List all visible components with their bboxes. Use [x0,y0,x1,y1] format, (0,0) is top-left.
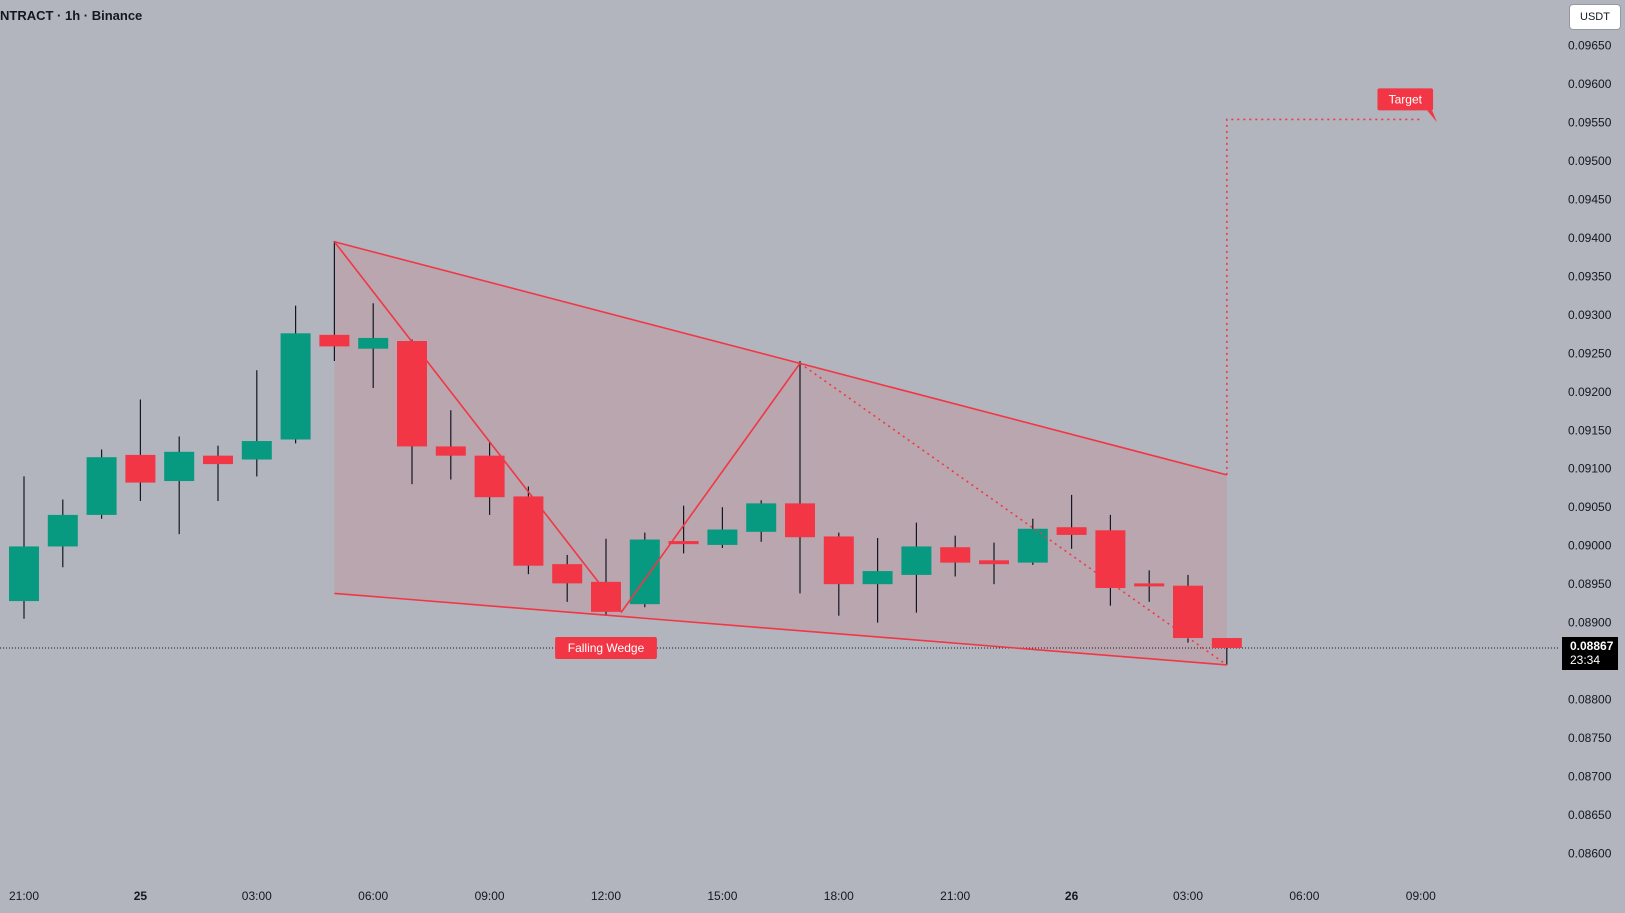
candle-body-down [1134,583,1165,587]
candle-body-down [823,536,854,585]
x-axis-tick-label: 06:00 [358,889,388,903]
y-axis-tick-label: 0.09400 [1568,231,1612,245]
x-axis-tick-label: 25 [134,889,148,903]
candle-body-up [47,514,78,547]
x-axis-tick-label: 21:00 [9,889,39,903]
y-axis-tick-label: 0.09500 [1568,154,1612,168]
pattern-label-text: Falling Wedge [568,641,645,655]
candle-body-down [1211,638,1242,649]
pattern-label-box [1377,88,1434,111]
candle-body-down [1095,530,1126,589]
candle-body-down [785,503,815,538]
y-axis-tick-label: 0.08600 [1568,846,1612,860]
y-axis-tick-label: 0.09300 [1568,308,1612,322]
candle-countdown: 23:34 [1570,653,1601,668]
x-axis-tick-label: 09:00 [1406,889,1436,903]
candle-body-up [164,451,195,482]
candle-body-down [474,455,505,498]
last-price-value: 0.08867 [1570,639,1614,654]
y-axis-tick-label: 0.09350 [1568,269,1612,283]
x-axis-tick-label: 12:00 [591,889,621,903]
candle-body-up [358,337,389,349]
x-axis-tick-label: 03:00 [242,889,272,903]
x-axis-tick-label: 15:00 [707,889,737,903]
candle-body-down [591,581,621,612]
wedge-lower-line [334,592,1227,666]
x-axis-tick-label: 09:00 [475,889,505,903]
y-axis-tick-label: 0.08750 [1568,731,1612,745]
x-axis-tick-label: 03:00 [1173,889,1203,903]
candle-body-up [901,546,932,575]
candle-body-up [241,441,272,460]
candle-body-down [552,564,583,584]
y-axis-tick-label: 0.09150 [1568,423,1612,437]
y-axis-tick-label: 0.08700 [1568,770,1612,784]
x-axis-tick-label: 21:00 [940,889,970,903]
candle-body-up [1017,528,1048,563]
y-axis-tick-label: 0.09550 [1568,115,1612,129]
candle-body-down [125,454,156,483]
wedge-upper-line [334,240,1228,476]
target-label-pointer [1427,110,1438,123]
y-axis-tick-label: 0.09000 [1568,539,1612,553]
candle-body-up [86,457,117,515]
candle-body-down [203,455,233,465]
y-axis-tick-label: 0.09200 [1568,385,1612,399]
y-axis-tick-label: 0.09100 [1568,462,1612,476]
candle-body-up [9,546,39,602]
y-axis-tick-label: 0.09250 [1568,346,1612,360]
y-axis-tick-label: 0.08950 [1568,577,1612,591]
currency-button[interactable]: USDT [1569,4,1621,30]
y-axis-tick-label: 0.08900 [1568,616,1612,630]
x-axis-tick-label: 26 [1065,889,1079,903]
target-projection-line [1226,118,1421,475]
candle-body-up [280,333,311,440]
candle-body-down [513,496,544,566]
symbol-title: NTRACT · 1h · Binance [0,8,143,23]
y-axis-tick-label: 0.09600 [1568,77,1612,91]
candle-body-down [940,547,971,563]
x-axis-tick-label: 06:00 [1289,889,1319,903]
candle-body-down [435,446,466,456]
candle-body-up [746,503,777,532]
y-axis-tick-label: 0.09650 [1568,39,1612,53]
candle-body-down [668,541,699,545]
x-axis-tick-label: 18:00 [824,889,854,903]
candle-body-down [1173,585,1203,639]
candle-body-up [707,529,738,545]
y-axis-tick-label: 0.09050 [1568,500,1612,514]
y-axis-tick-label: 0.08650 [1568,808,1612,822]
wedge-fill [334,241,1227,665]
y-axis-tick-label: 0.08800 [1568,693,1612,707]
candle-body-up [862,571,893,585]
wave-zigzag-line [333,241,801,614]
candle-body-down [397,341,427,447]
candle-body-down [1056,527,1087,535]
candle-body-down [319,334,350,347]
pattern-label-text: Target [1389,92,1423,106]
candle-body-down [979,560,1009,565]
pattern-label-box [555,637,657,660]
last-price-tag: 0.08867 23:34 [1562,637,1618,671]
y-axis-tick-label: 0.09450 [1568,192,1612,206]
